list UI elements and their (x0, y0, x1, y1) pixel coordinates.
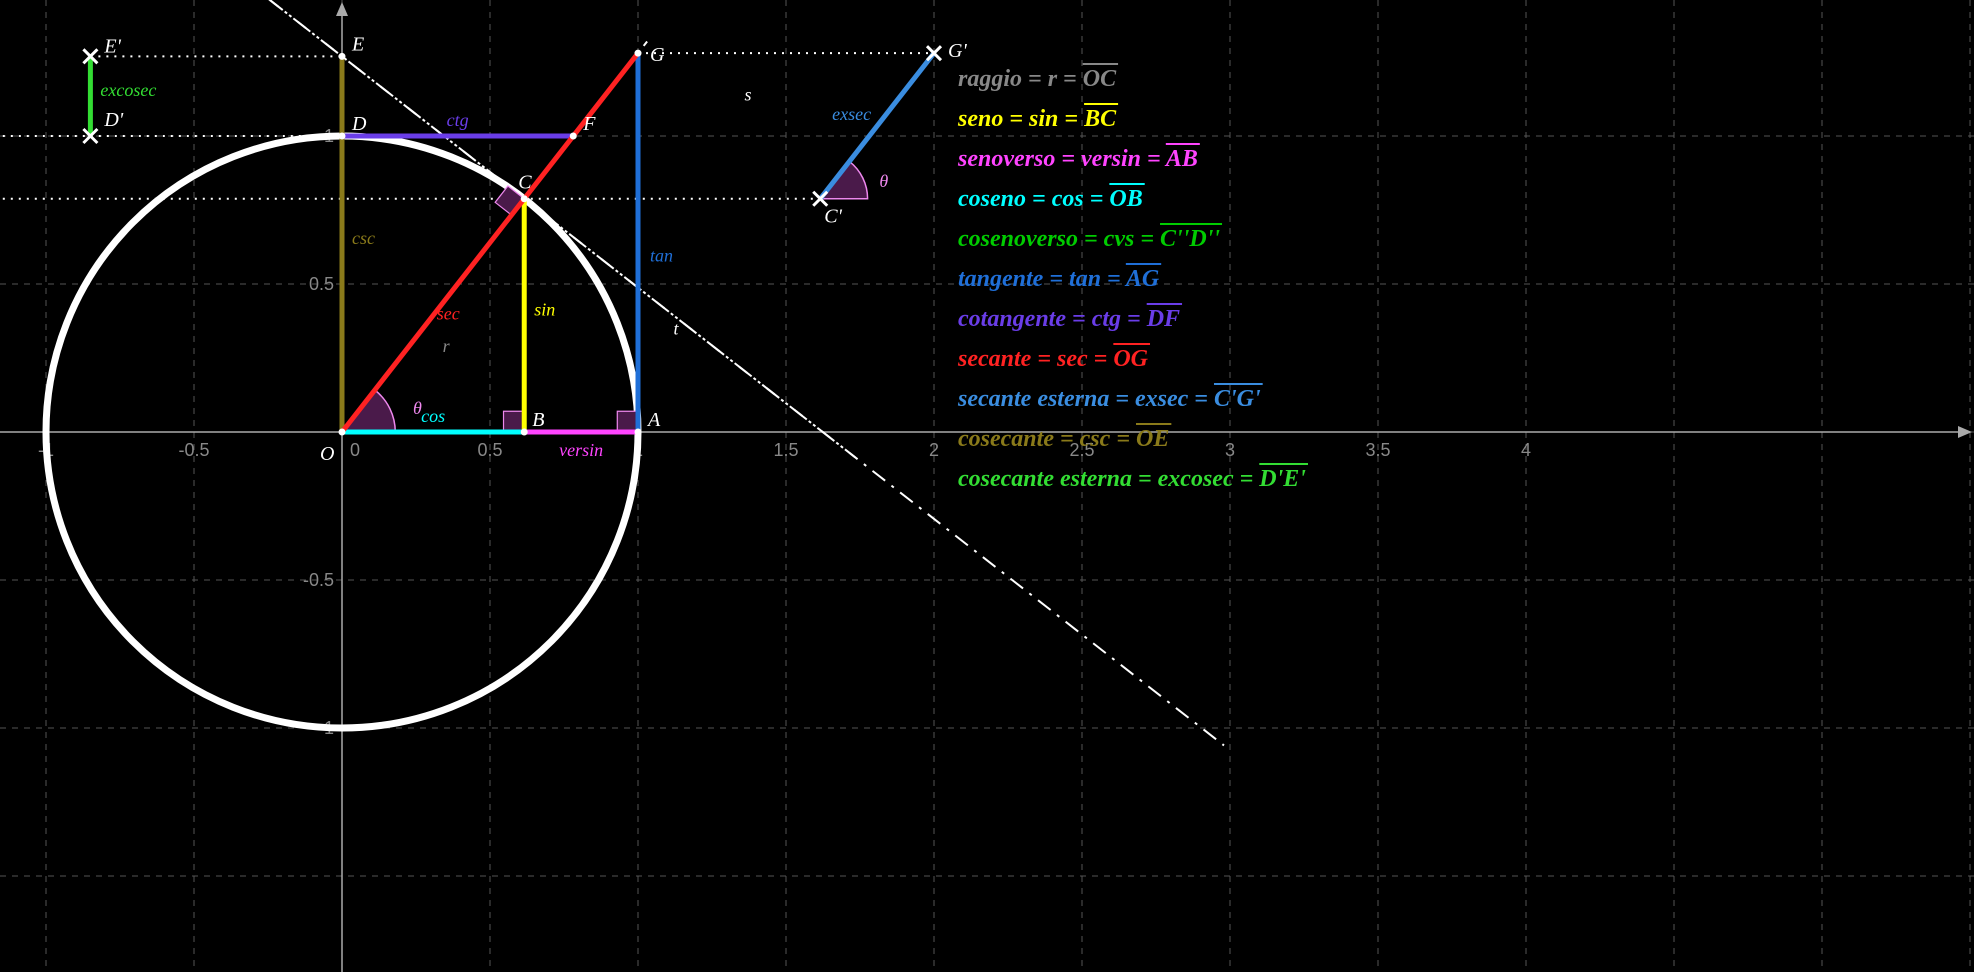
legend-row: cosecante = csc = OE (958, 426, 1169, 452)
x-tick-label: 4 (1521, 440, 1531, 460)
point-dot (570, 133, 577, 140)
legend-row: cotangente = ctg = DF (958, 306, 1180, 332)
point-label-C: C (518, 172, 532, 194)
point-label-G': G' (948, 40, 967, 62)
point-label-E: E (351, 33, 364, 55)
legend-row: tangente = tan = AG (958, 266, 1160, 292)
legend-row: secante = sec = OG (957, 346, 1149, 372)
point-label-B: B (532, 409, 544, 431)
point-dot (339, 133, 346, 140)
point-dot (521, 429, 528, 436)
x-tick-label: 3 (1225, 440, 1235, 460)
point-dot (339, 53, 346, 60)
label-cos: cos (421, 406, 445, 426)
point-label-D: D (351, 113, 367, 135)
legend-row: raggio = r = OC (958, 66, 1117, 92)
label-sec: sec (437, 304, 460, 324)
legend-row: secante esterna = exsec = C'G' (957, 386, 1261, 412)
seg-exsec (820, 53, 934, 199)
right-angle-icon (504, 411, 525, 432)
point-label-F: F (582, 113, 596, 135)
theta-label-Cp: θ (879, 171, 888, 191)
x-tick-label: 3.5 (1365, 440, 1390, 460)
legend-row: senoverso = versin = AB (957, 146, 1198, 172)
point-label-E': E' (103, 35, 121, 57)
label-r: r (443, 336, 451, 356)
label-sin: sin (534, 299, 555, 319)
x-tick-label: 2 (929, 440, 939, 460)
legend-row: cosenoverso = cvs = C''D'' (958, 226, 1220, 252)
label-tan: tan (650, 246, 673, 266)
point-label-A: A (646, 409, 661, 431)
label-exsec: exsec (832, 104, 871, 124)
label-csc: csc (352, 228, 375, 248)
label-excosec: excosec (100, 80, 156, 100)
label-ctg: ctg (447, 110, 469, 130)
x-tick-label: 1.5 (773, 440, 798, 460)
point-dot (521, 195, 528, 202)
y-tick-label: -0.5 (303, 570, 334, 590)
right-angle-icon (617, 411, 638, 432)
point-dot (635, 429, 642, 436)
label-versin: versin (559, 440, 603, 460)
legend: raggio = r = OC seno = sin = BC senoverso … (957, 64, 1308, 492)
point-dot (635, 50, 642, 57)
label-s: s (745, 84, 752, 104)
legend-row: seno = sin = BC (957, 106, 1117, 132)
label-t: t (674, 318, 680, 338)
point-label-C': C' (824, 206, 842, 228)
trig-diagram: -1-0.500.511.522.533.54-1-0.50.511.5stθθ… (0, 0, 1974, 972)
legend-row: cosecante esterna = excosec = D'E' (958, 466, 1306, 492)
x-tick-label: -0.5 (178, 440, 209, 460)
y-tick-label: 0.5 (309, 274, 334, 294)
x-tick-label: 0.5 (477, 440, 502, 460)
point-label-O: O (320, 443, 334, 465)
point-label-D': D' (103, 109, 123, 131)
x-tick-label: 0 (350, 440, 360, 460)
point-dot (339, 429, 346, 436)
legend-row: coseno = cos = OB (958, 186, 1143, 212)
point-label-G: G (650, 44, 665, 66)
